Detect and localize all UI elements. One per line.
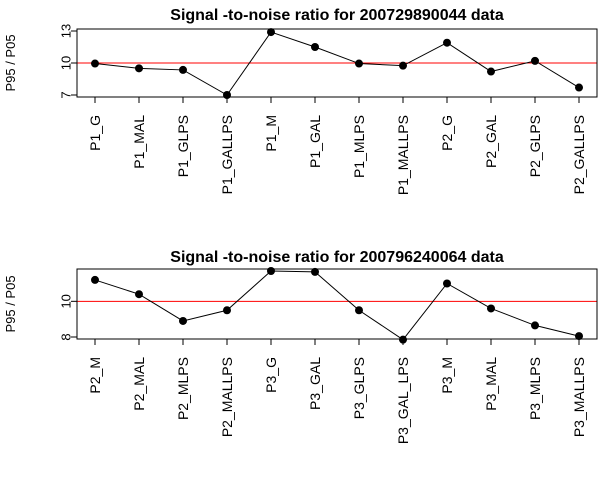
x-tick-label: P1_GALLPS xyxy=(219,115,235,194)
data-point xyxy=(443,38,451,47)
x-tick-label: P3_MALLPS xyxy=(571,357,587,437)
data-point xyxy=(531,321,539,330)
plot-frame xyxy=(76,28,598,98)
series-line xyxy=(94,270,580,341)
chart-panel-2: Signal -to-noise ratio for 200796240064 … xyxy=(3,249,598,444)
data-point xyxy=(355,59,363,68)
y-axis-label: P95 / P05 xyxy=(3,34,18,91)
x-tick-label: P3_GAL_LPS xyxy=(395,357,411,444)
x-tick-label: P3_MLPS xyxy=(527,357,543,420)
x-tick-label: P2_MAL xyxy=(131,357,147,411)
data-point xyxy=(267,28,275,37)
chart-panel-1: Signal -to-noise ratio for 200729890044 … xyxy=(3,7,598,195)
x-tick-label: P2_G xyxy=(439,115,455,151)
data-point xyxy=(135,64,143,73)
x-tick-label: P1_GAL xyxy=(307,115,323,168)
data-point xyxy=(267,267,275,275)
plot-frame xyxy=(76,268,598,340)
data-point xyxy=(355,306,363,315)
data-point xyxy=(487,304,495,313)
chart-title: Signal -to-noise ratio for 200796240064 … xyxy=(170,249,504,266)
x-tick-label: P1_MLPS xyxy=(351,115,367,178)
data-point xyxy=(179,65,187,74)
x-tick-label: P2_MLPS xyxy=(175,357,191,420)
y-tick-label: 10 xyxy=(58,294,73,308)
x-tick-label: P1_G xyxy=(87,115,103,151)
x-tick-label: P2_MALLPS xyxy=(219,357,235,437)
series-line xyxy=(94,31,580,96)
x-tick-label: P3_M xyxy=(439,357,455,394)
data-point xyxy=(531,56,539,65)
x-tick-label: P3_GLPS xyxy=(351,357,367,419)
data-point xyxy=(399,61,407,70)
x-tick-label: P3_G xyxy=(263,357,279,393)
data-point xyxy=(575,332,583,341)
data-point xyxy=(91,59,99,68)
y-tick-label: 7 xyxy=(58,91,73,98)
x-tick-label: P3_GAL xyxy=(307,357,323,410)
y-tick-label: 13 xyxy=(58,24,73,38)
data-point xyxy=(223,91,231,99)
x-tick-label: P1_GLPS xyxy=(175,115,191,177)
x-tick-label: P2_GLPS xyxy=(527,115,543,177)
data-point xyxy=(223,306,231,315)
data-point xyxy=(179,316,187,325)
data-point xyxy=(575,83,583,92)
data-point xyxy=(443,279,451,288)
y-tick-label: 8 xyxy=(58,333,73,340)
x-tick-label: P1_M xyxy=(263,115,279,152)
data-point xyxy=(135,290,143,299)
data-point xyxy=(487,67,495,76)
data-point xyxy=(311,267,319,276)
y-axis-label: P95 / P05 xyxy=(3,275,18,332)
x-tick-label: P2_GAL xyxy=(483,115,499,168)
x-tick-label: P2_GALLPS xyxy=(571,115,587,194)
y-tick-label: 10 xyxy=(58,56,73,70)
chart-title: Signal -to-noise ratio for 200729890044 … xyxy=(170,7,504,24)
x-tick-label: P2_M xyxy=(87,357,103,394)
x-tick-label: P3_MAL xyxy=(483,357,499,411)
data-point xyxy=(91,275,99,284)
x-tick-label: P1_MALLPS xyxy=(395,115,411,195)
x-tick-label: P1_MAL xyxy=(131,115,147,169)
data-point xyxy=(311,43,319,51)
